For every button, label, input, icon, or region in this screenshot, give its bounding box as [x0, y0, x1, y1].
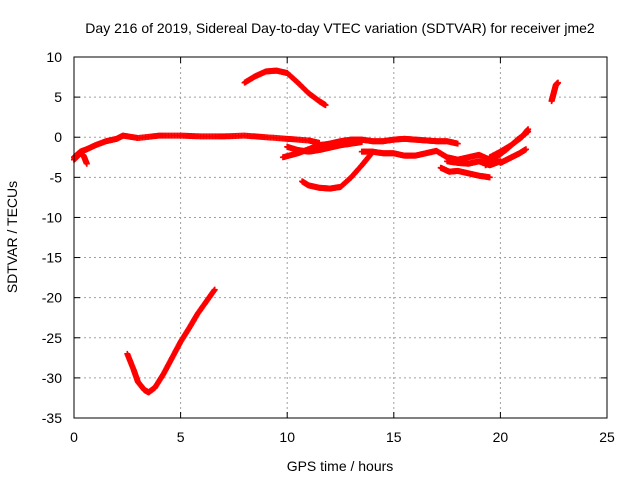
y-tick-label: -35: [42, 410, 62, 426]
y-tick-label: -15: [42, 250, 62, 266]
data-point: [554, 79, 561, 86]
y-tick-label: 0: [54, 129, 62, 145]
data-point: [522, 146, 529, 153]
y-tick-label: 10: [46, 49, 62, 65]
x-tick-label: 25: [599, 429, 615, 445]
y-tick-label: -10: [42, 209, 62, 225]
plot-frame: [73, 56, 608, 419]
x-axis-title: GPS time / hours: [287, 458, 394, 474]
data-point: [83, 160, 90, 167]
series-arc-evening-short: [497, 146, 529, 166]
series-arc-late-hump: [548, 79, 561, 105]
series-arc-afternoon-b: [437, 164, 493, 181]
x-tick-label: 5: [177, 429, 185, 445]
y-tick-label: -5: [50, 169, 63, 185]
series-arc-afternoon-a: [358, 147, 493, 163]
series-arc-main-baseline: [71, 132, 323, 161]
data-point: [322, 102, 329, 109]
plot-data: [71, 67, 561, 396]
x-tick-label: 15: [386, 429, 402, 445]
y-tick-label: -20: [42, 290, 62, 306]
x-tick-label: 10: [279, 429, 295, 445]
y-tick-label: 5: [54, 89, 62, 105]
y-tick-label: -25: [42, 330, 62, 346]
series-arc-v-dip: [124, 286, 218, 396]
y-axis-title: SDTVAR / TECUs: [4, 181, 20, 293]
data-point: [454, 140, 461, 147]
series-arc-midday-b: [284, 139, 365, 155]
axis-ticks: [73, 56, 608, 419]
tick-labels: 0 5 10 15 20 25 -35 -30 -25 -20 -15 -10 -5 0 5 10: [42, 49, 615, 445]
data-point: [358, 139, 365, 146]
series-arc-evening-rise-b: [482, 128, 532, 169]
grid-lines: [74, 57, 607, 418]
chart-title: Day 216 of 2019, Sidereal Day-to-day VTE…: [85, 20, 595, 36]
x-tick-label: 0: [70, 429, 78, 445]
data-point: [486, 174, 493, 181]
data-point: [211, 286, 218, 293]
y-tick-label: -30: [42, 370, 62, 386]
series-arc-afternoon-c: [444, 158, 504, 169]
series-arc-morning-hump: [241, 67, 329, 109]
data-point: [525, 128, 532, 135]
x-tick-label: 20: [493, 429, 509, 445]
series-arc-midday-dip: [299, 151, 374, 192]
